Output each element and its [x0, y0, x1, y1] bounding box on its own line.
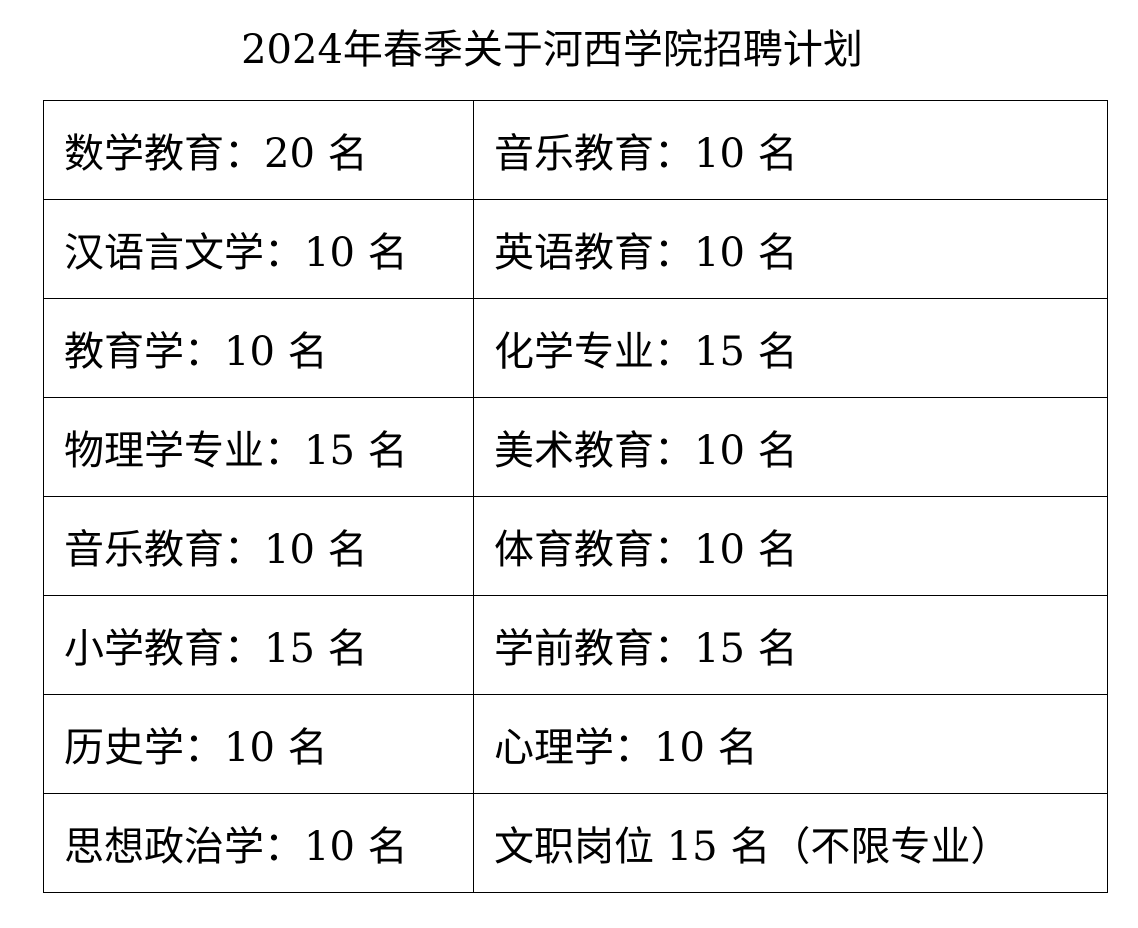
table-cell: 汉语言文学：10 名 [43, 199, 474, 299]
document-title: 2024年春季关于河西学院招聘计划 [241, 27, 863, 73]
table-cell: 文职岗位 15 名（不限专业） [473, 793, 1108, 893]
table-cell: 数学教育：20 名 [43, 100, 474, 200]
table-cell: 学前教育：15 名 [473, 595, 1108, 695]
table-cell: 音乐教育：10 名 [473, 100, 1108, 200]
table-row: 物理学专业：15 名美术教育：10 名 [43, 397, 1108, 497]
table-row: 小学教育：15 名学前教育：15 名 [43, 595, 1108, 695]
table-row: 教育学：10 名化学专业：15 名 [43, 298, 1108, 398]
table-cell: 美术教育：10 名 [473, 397, 1108, 497]
table-row: 数学教育：20 名音乐教育：10 名 [43, 100, 1108, 200]
table-cell: 心理学：10 名 [473, 694, 1108, 794]
table-cell: 化学专业：15 名 [473, 298, 1108, 398]
table-cell: 音乐教育：10 名 [43, 496, 474, 596]
table-cell: 教育学：10 名 [43, 298, 474, 398]
table-cell: 小学教育：15 名 [43, 595, 474, 695]
table-row: 汉语言文学：10 名英语教育：10 名 [43, 199, 1108, 299]
table-cell: 英语教育：10 名 [473, 199, 1108, 299]
table-cell: 物理学专业：15 名 [43, 397, 474, 497]
table-row: 音乐教育：10 名体育教育：10 名 [43, 496, 1108, 596]
recruitment-table: 数学教育：20 名音乐教育：10 名汉语言文学：10 名英语教育：10 名教育学… [43, 100, 1108, 893]
table-cell: 历史学：10 名 [43, 694, 474, 794]
table-cell: 体育教育：10 名 [473, 496, 1108, 596]
table-row: 思想政治学：10 名文职岗位 15 名（不限专业） [43, 793, 1108, 893]
table-row: 历史学：10 名心理学：10 名 [43, 694, 1108, 794]
table-cell: 思想政治学：10 名 [43, 793, 474, 893]
